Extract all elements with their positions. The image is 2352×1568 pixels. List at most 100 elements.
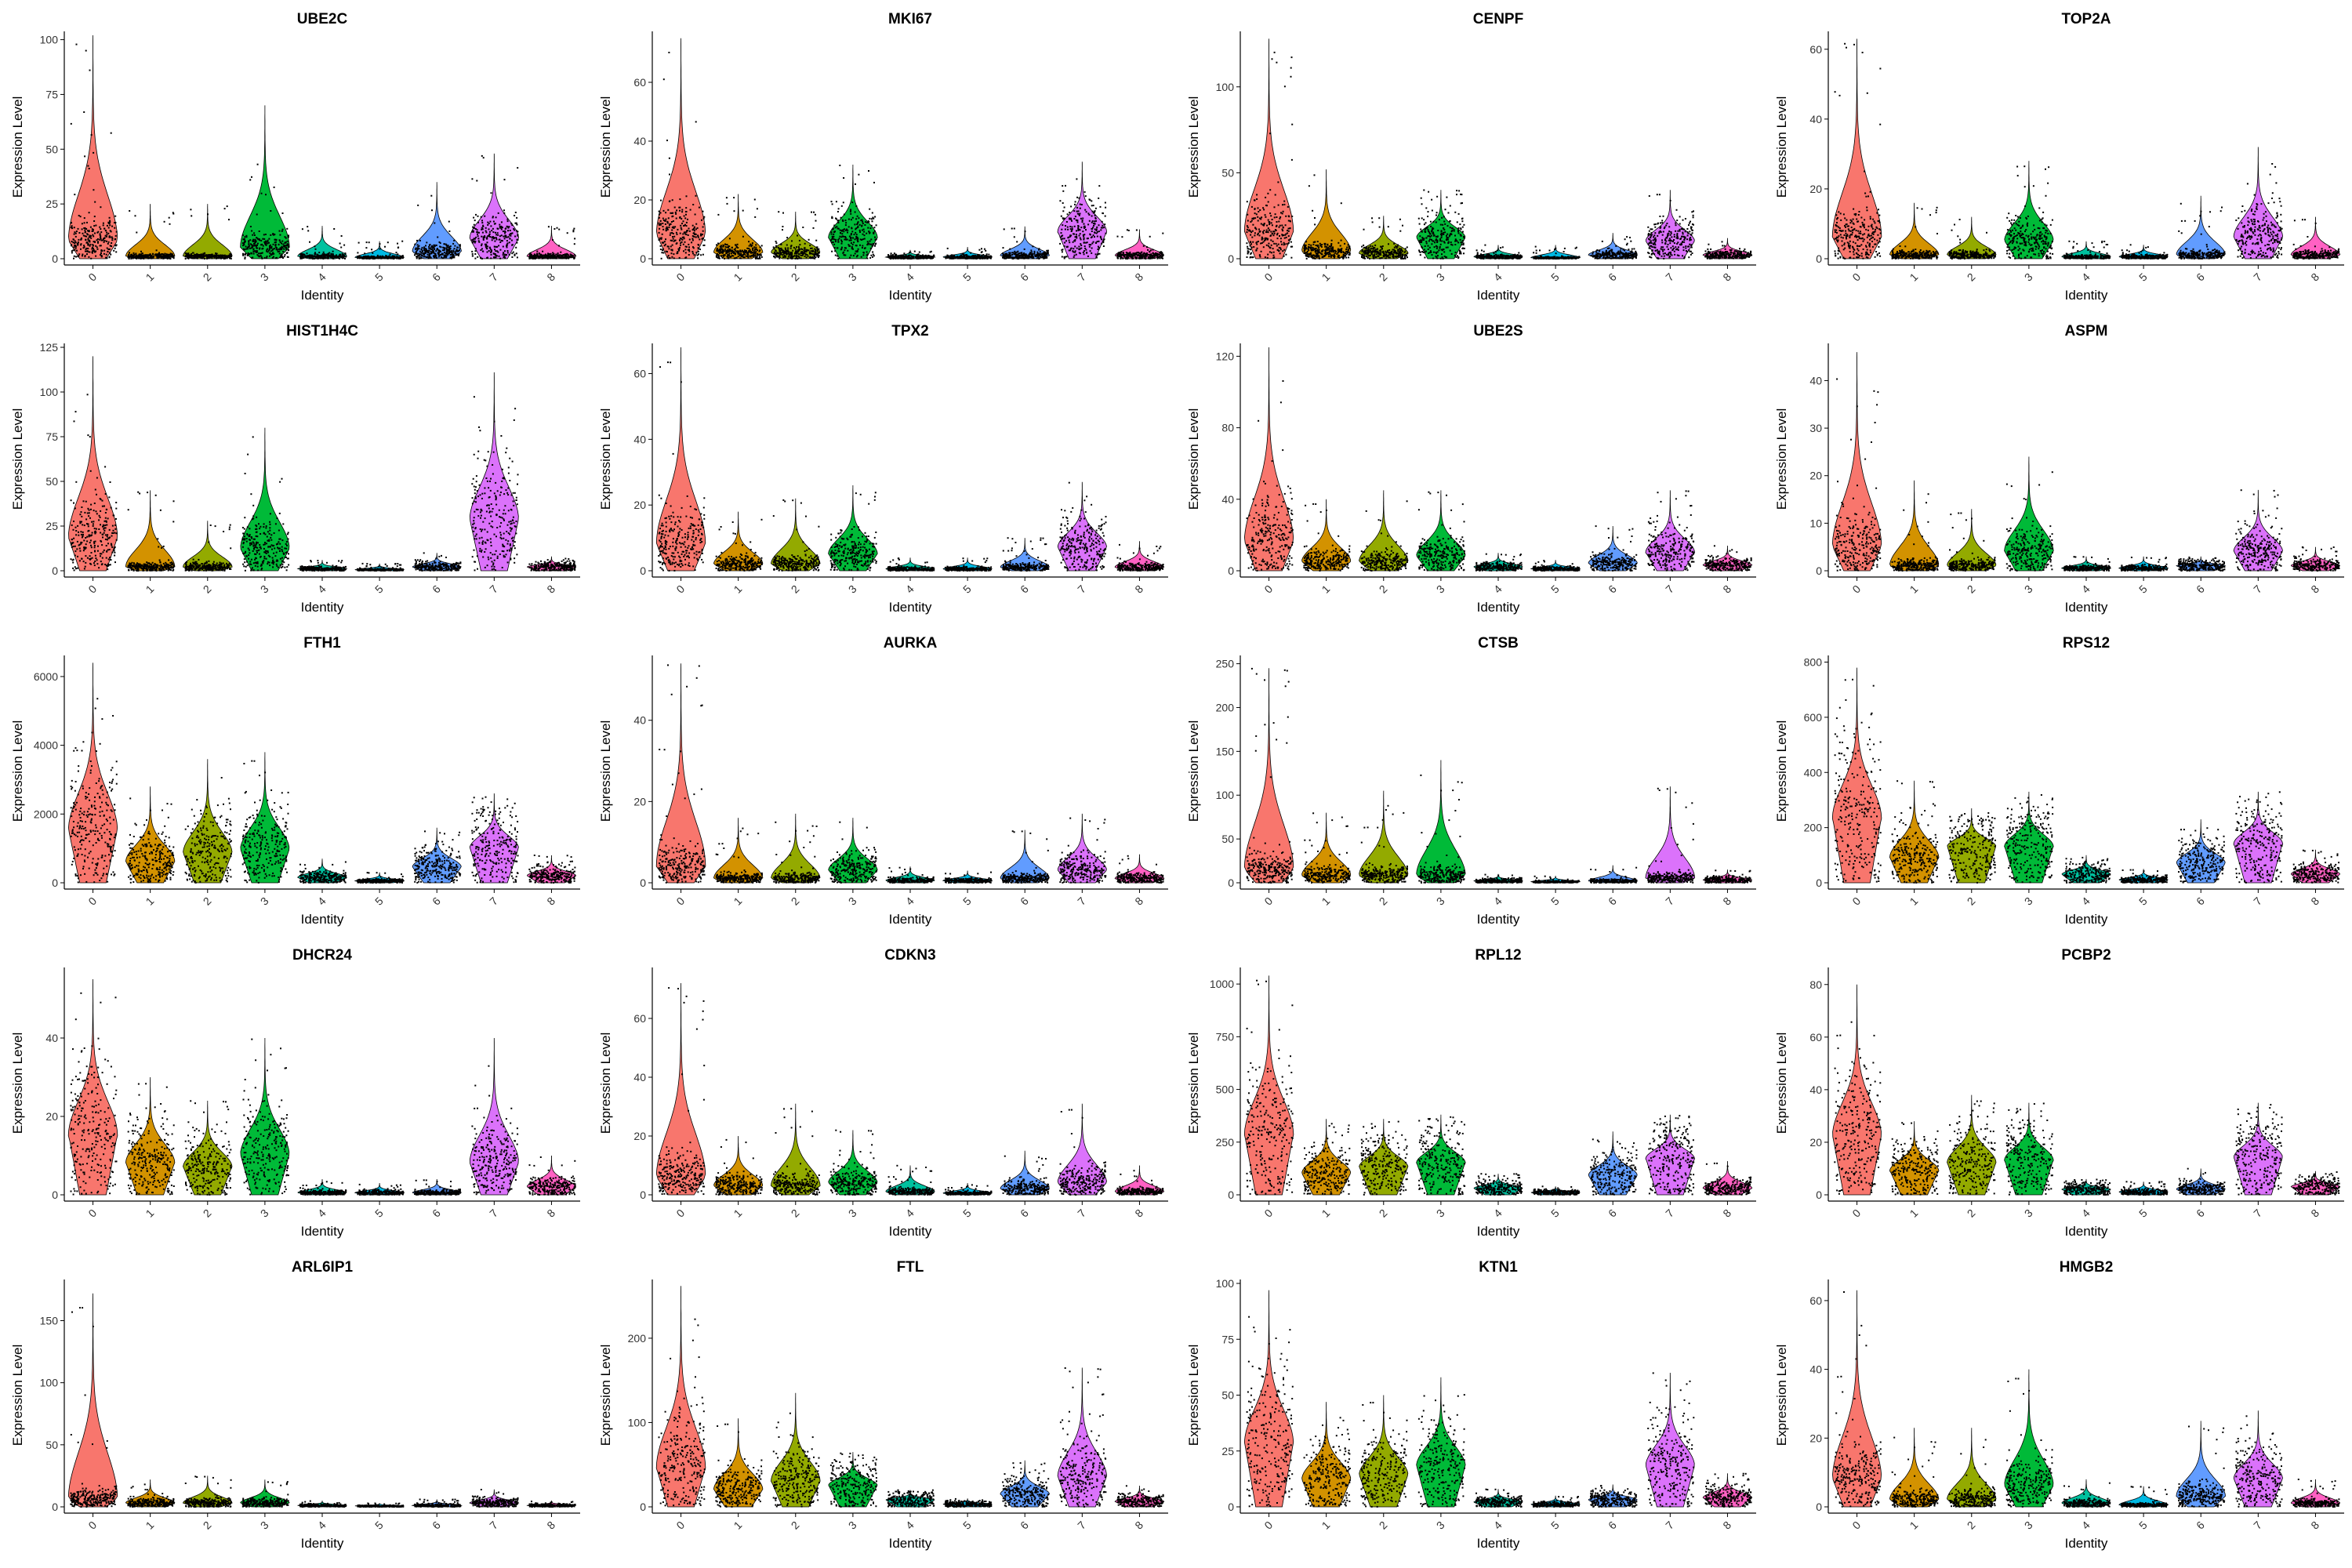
y-tick-label: 75 — [45, 88, 58, 100]
jitter-points — [2063, 856, 2111, 884]
violin-cluster-5 — [1530, 1185, 1581, 1196]
x-tick-label: 4 — [903, 895, 916, 908]
jitter-points — [1059, 481, 1107, 572]
y-tick-label: 0 — [640, 252, 646, 265]
x-tick-label: 4 — [2079, 895, 2092, 908]
jitter-points — [1475, 553, 1523, 572]
x-tick-label: 2 — [1965, 895, 1978, 908]
x-tick-label: 2 — [1965, 583, 1978, 596]
violin-cluster-7 — [1057, 481, 1107, 572]
violin-panel-ube2s: UBE2S 0 40 80 120 0 1 2 3 4 5 6 7 8 Identity Expression… — [1186, 323, 1756, 615]
violin-cluster-6 — [412, 1179, 462, 1196]
y-axis-title: Expression Level — [1186, 1033, 1201, 1134]
panel-title: TOP2A — [2061, 11, 2111, 27]
jitter-points — [658, 987, 706, 1196]
jitter-points — [1948, 219, 1996, 260]
x-tick-label: 4 — [903, 270, 916, 284]
violin-panel-rps12: RPS12 0 200 400 600 800 0 1 2 3 4 5 6 7 8 Identity Expre… — [1774, 635, 2344, 927]
jitter-points — [70, 698, 118, 884]
jitter-points — [471, 796, 519, 884]
jitter-points — [2292, 546, 2340, 572]
jitter-points — [1647, 490, 1695, 572]
violin-cluster-1 — [1301, 499, 1352, 572]
jitter-points — [1891, 780, 1939, 884]
violin-panel-ftl: FTL 0 100 200 0 1 2 3 4 5 6 7 8 Identity Expression Le… — [598, 1259, 1168, 1551]
jitter-points — [1116, 543, 1164, 572]
violin-shape — [469, 793, 519, 884]
violin-cluster-8 — [2290, 216, 2341, 260]
violin-cluster-6 — [412, 552, 462, 572]
jitter-points — [715, 518, 763, 572]
violin-cluster-7 — [469, 153, 520, 260]
y-tick-label: 100 — [40, 34, 59, 46]
x-axis-title: Identity — [1477, 600, 1520, 615]
violin-shape — [1416, 1377, 1466, 1508]
x-tick-label: 4 — [2079, 1207, 2092, 1220]
y-tick-label: 150 — [1216, 745, 1235, 757]
violin-cluster-7 — [1645, 490, 1696, 572]
x-tick-label: 3 — [846, 895, 859, 908]
violin-cluster-7 — [1057, 813, 1107, 884]
y-tick-label: 0 — [1816, 1189, 1822, 1201]
y-tick-label: 20 — [633, 499, 646, 511]
violin-cluster-1 — [125, 490, 176, 572]
y-tick-label: 60 — [1809, 43, 1822, 56]
jitter-points — [1002, 830, 1050, 884]
jitter-points — [528, 1156, 576, 1196]
jitter-points — [715, 1138, 763, 1196]
violin-shape — [1416, 760, 1466, 884]
x-axis-title: Identity — [889, 1536, 932, 1551]
x-tick-label: 3 — [1434, 895, 1447, 908]
x-tick-label: 0 — [1261, 270, 1275, 284]
violin-cluster-3 — [828, 485, 878, 572]
y-tick-label: 500 — [1216, 1083, 1235, 1096]
violin-cluster-4 — [885, 866, 935, 884]
violin-cluster-3 — [240, 1479, 290, 1508]
violin-shape — [1645, 786, 1696, 884]
violin-shape — [1057, 1103, 1107, 1196]
jitter-points — [1532, 560, 1581, 572]
jitter-points — [1475, 1488, 1523, 1508]
violin-cluster-7 — [2233, 489, 2283, 572]
x-tick-label: 6 — [1018, 895, 1031, 908]
jitter-points — [127, 210, 175, 260]
x-tick-label: 5 — [960, 270, 974, 284]
violin-shape — [2176, 195, 2226, 260]
violin-cluster-4 — [297, 226, 347, 260]
violin-cluster-6 — [2176, 556, 2227, 572]
jitter-points — [1948, 812, 1996, 884]
violin-shape — [527, 855, 576, 884]
x-tick-label: 0 — [673, 583, 687, 596]
x-tick-label: 3 — [846, 1519, 859, 1532]
x-tick-label: 2 — [1377, 270, 1390, 284]
x-tick-label: 8 — [544, 583, 557, 596]
x-tick-label: 7 — [1075, 1207, 1088, 1220]
violin-shape — [1301, 1402, 1352, 1508]
jitter-points — [1417, 189, 1465, 260]
violin-cluster-1 — [713, 1135, 764, 1196]
x-tick-label: 5 — [1548, 895, 1562, 908]
violin-cluster-6 — [2176, 1167, 2226, 1196]
violin-cluster-1 — [713, 194, 764, 260]
violin-panel-cdkn3: CDKN3 0 20 40 60 0 1 2 3 4 5 6 7 8 Identity Expression … — [598, 947, 1168, 1239]
violin-cluster-1 — [1301, 1119, 1352, 1196]
violin-cluster-1 — [1889, 202, 1940, 260]
violin-shape — [655, 663, 706, 884]
violin-cluster-7 — [2233, 147, 2284, 260]
y-axis-title: Expression Level — [10, 1345, 25, 1446]
violin-cluster-0 — [655, 347, 706, 572]
y-tick-label: 0 — [1816, 564, 1822, 577]
violin-cluster-2 — [1947, 509, 1997, 572]
y-tick-label: 25 — [1221, 1445, 1234, 1457]
x-tick-label: 1 — [731, 270, 745, 284]
violin-shape — [1000, 1150, 1050, 1196]
violin-cluster-0 — [655, 38, 706, 260]
y-tick-label: 1000 — [1210, 978, 1234, 990]
x-tick-label: 5 — [960, 1207, 974, 1220]
x-tick-label: 6 — [2194, 1519, 2207, 1532]
violin-cluster-3 — [240, 752, 290, 884]
x-tick-label: 3 — [2022, 895, 2035, 908]
jitter-points — [829, 492, 877, 572]
jitter-points — [184, 1475, 232, 1508]
violin-shape — [1301, 812, 1352, 884]
